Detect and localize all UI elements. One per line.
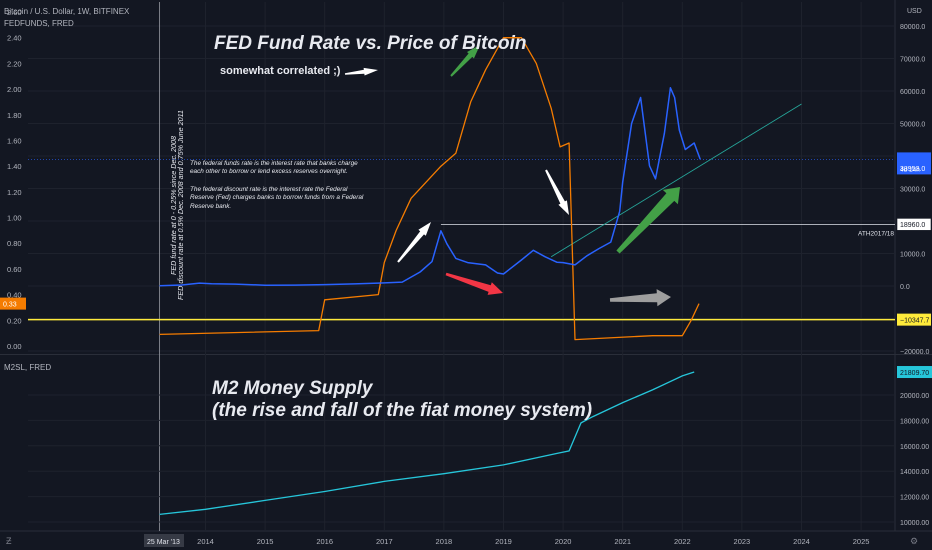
time-axis-tick: 2022 <box>674 537 691 546</box>
time-axis-tick: 2017 <box>376 537 393 546</box>
red-arrow-2018 <box>445 272 503 295</box>
left-axis-tick: 2.00 <box>7 85 22 94</box>
right-axis-tick: 60000.0 <box>900 89 925 96</box>
time-axis-tick: 2015 <box>257 537 274 546</box>
cursor-date-tag: 25 Mar '13 <box>147 539 180 546</box>
trendline <box>550 103 802 258</box>
right-axis-tick: 50000.0 <box>900 122 925 129</box>
ath-value-tag-bg <box>896 218 932 231</box>
m2-title-line1: M2 Money Supply <box>212 378 373 399</box>
left-axis-tick: 0.20 <box>7 316 22 325</box>
ath-label: ATH2017/18 <box>858 230 894 237</box>
right-axis-tick: 70000.0 <box>900 57 925 64</box>
left-axis-tick: 1.40 <box>7 162 22 171</box>
neg-value-tag: −10347.7 <box>900 317 929 324</box>
discount-note: The federal discount rate is the interes… <box>190 186 364 210</box>
fed-value-tag-bg <box>0 297 26 310</box>
time-axis-tick: 2023 <box>734 537 751 546</box>
white-arrow-2018 <box>397 222 431 263</box>
left-axis-tick: 2.20 <box>7 59 22 68</box>
white-arrow-2020 <box>545 169 569 215</box>
m2-axis-tick: 18000.00 <box>900 418 929 425</box>
m2-title-line2: (the rise and fall of the fiat money sys… <box>212 400 593 421</box>
countdown-tag: 4d 14h <box>900 166 920 173</box>
vertical-note-1: FED fund rate at 0 - 0.25% since Dec. 20… <box>169 136 178 275</box>
cursor-date-tag-bg <box>144 534 184 547</box>
chart-subtitle: somewhat correlated ;) <box>220 65 341 77</box>
tradingview-logo-icon: Ƶ <box>6 536 12 546</box>
fedfunds-note: The federal funds rate is the interest r… <box>190 160 358 176</box>
price-tag-bg <box>897 152 931 175</box>
time-axis-tick: 2025 <box>853 537 870 546</box>
chart-title: FED Fund Rate vs. Price of Bitcoin <box>214 33 527 54</box>
right-axis-tick: 30000.0 <box>900 187 925 194</box>
time-axis-tick: 2020 <box>555 537 572 546</box>
m2-title: M2 Money Supply (the rise and fall of th… <box>212 378 592 422</box>
m2-series-line <box>159 371 695 516</box>
neg-value-tag-bg <box>897 313 931 326</box>
green-arrow-top <box>450 45 480 77</box>
settings-gear-icon[interactable]: ⚙ <box>910 536 919 546</box>
white-arrow-subtitle <box>344 67 378 76</box>
left-axis-tick: 0.00 <box>7 342 22 351</box>
bitcoin-series-line <box>159 87 701 287</box>
time-axis-tick: 2014 <box>197 537 214 546</box>
left-axis-tick: 1.60 <box>7 136 22 145</box>
right-axis-tick: −20000.0 <box>900 349 929 356</box>
m2-pane-header[interactable]: M2SL, FRED <box>4 363 52 372</box>
indicator-header[interactable]: FEDFUNDS, FRED <box>4 19 74 28</box>
usd-label: USD <box>907 8 922 15</box>
right-axis-tick: 10000.0 <box>900 252 925 259</box>
time-axis-tick: 2018 <box>436 537 453 546</box>
green-arrow-2021 <box>616 187 680 254</box>
left-axis-tick: 1.00 <box>7 214 22 223</box>
fedfunds-series-line <box>159 37 700 341</box>
left-axis-tick: 0.60 <box>7 265 22 274</box>
left-axis-tick: 1.20 <box>7 188 22 197</box>
left-axis-tick: 0.40 <box>7 291 22 300</box>
m2-value-tag: 21809.70 <box>900 370 929 377</box>
m2-axis-tick: 14000.00 <box>900 469 929 476</box>
m2-axis-tick: 12000.00 <box>900 495 929 502</box>
right-axis-tick: 0.0 <box>900 284 910 291</box>
gray-arrow-2021 <box>609 289 671 307</box>
m2-axis-tick: 10000.00 <box>900 520 929 527</box>
left-axis-tick: 2.60 <box>7 8 22 17</box>
price-tag: 38953.0 <box>900 166 925 173</box>
left-axis-tick: 0.80 <box>7 239 22 248</box>
ath-value-tag: 18960.0 <box>900 222 925 229</box>
time-axis-tick: 2019 <box>495 537 512 546</box>
vertical-note-2: FED discount rate at 0.5% Dec. 2008 and … <box>176 110 185 300</box>
fed-value-tag: 0.33 <box>3 301 17 308</box>
m2-axis-tick: 16000.00 <box>900 444 929 451</box>
left-axis-tick: 2.40 <box>7 34 22 43</box>
m2-value-tag-bg <box>897 366 932 379</box>
time-axis-tick: 2016 <box>316 537 333 546</box>
time-axis-tick: 2024 <box>793 537 810 546</box>
right-axis-tick: 80000.0 <box>900 24 925 31</box>
left-axis-tick: 1.80 <box>7 111 22 120</box>
symbol-header[interactable]: Bitcoin / U.S. Dollar, 1W, BITFINEX <box>4 7 130 16</box>
m2-axis-tick: 20000.00 <box>900 393 929 400</box>
time-axis-tick: 2021 <box>614 537 631 546</box>
